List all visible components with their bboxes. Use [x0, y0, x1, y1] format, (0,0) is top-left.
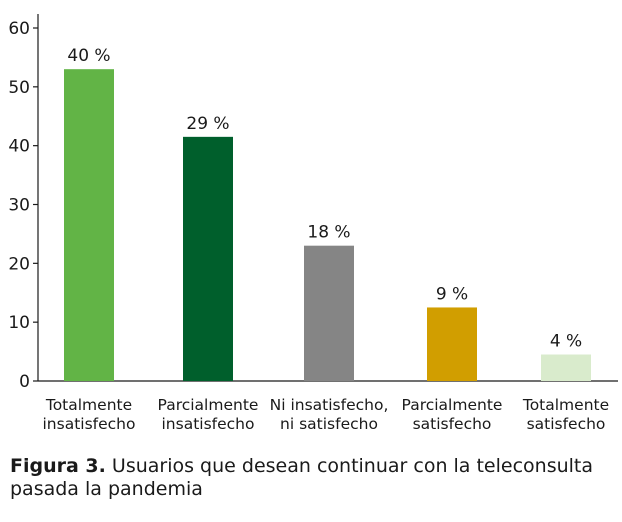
- bar-value-label: 9 %: [436, 284, 468, 304]
- y-tick-label: 60: [8, 19, 30, 39]
- caption-label: Figura 3.: [10, 455, 106, 477]
- category-label: insatisfecho: [162, 415, 255, 433]
- y-tick-label: 20: [8, 254, 30, 274]
- category-label: Totalmente: [45, 396, 132, 414]
- y-tick-label: 30: [8, 196, 30, 216]
- category-label: Parcialmente: [158, 396, 259, 414]
- bar-value-label: 18 %: [307, 223, 350, 243]
- category-label: satisfecho: [527, 415, 606, 433]
- bar: [183, 136, 233, 381]
- category-label: Parcialmente: [402, 396, 503, 414]
- bar: [64, 69, 114, 381]
- y-tick-label: 40: [8, 137, 30, 157]
- y-axis: 0 10 20 30 40 50 60: [8, 14, 618, 392]
- figure-caption: Figura 3. Usuarios que desean continuar …: [10, 455, 620, 501]
- bar: [541, 354, 591, 381]
- bar-value-label: 29 %: [186, 114, 229, 134]
- bar: [427, 307, 477, 381]
- category-label: satisfecho: [413, 415, 492, 433]
- category-label: ni satisfecho: [280, 415, 378, 433]
- category-labels: TotalmenteinsatisfechoParcialmenteinsati…: [43, 396, 610, 433]
- bar-value-label: 40 %: [67, 46, 110, 66]
- y-tick-label: 50: [8, 78, 30, 98]
- data-labels: 40 % 29 % 18 % 9 % 4 %: [67, 46, 582, 351]
- bar-chart: 0 10 20 30 40 50 60 40 % 29 % 18 % 9 % 4 % Totalme…: [8, 14, 618, 433]
- y-tick-label: 0: [19, 372, 30, 392]
- bar: [304, 245, 354, 381]
- category-label: insatisfecho: [43, 415, 136, 433]
- bar-value-label: 4 %: [550, 332, 582, 352]
- bars: [64, 69, 591, 381]
- category-label: Ni insatisfecho,: [270, 396, 389, 414]
- y-tick-label: 10: [8, 313, 30, 333]
- category-label: Totalmente: [522, 396, 609, 414]
- caption-text: Usuarios que desean continuar con la tel…: [10, 455, 594, 500]
